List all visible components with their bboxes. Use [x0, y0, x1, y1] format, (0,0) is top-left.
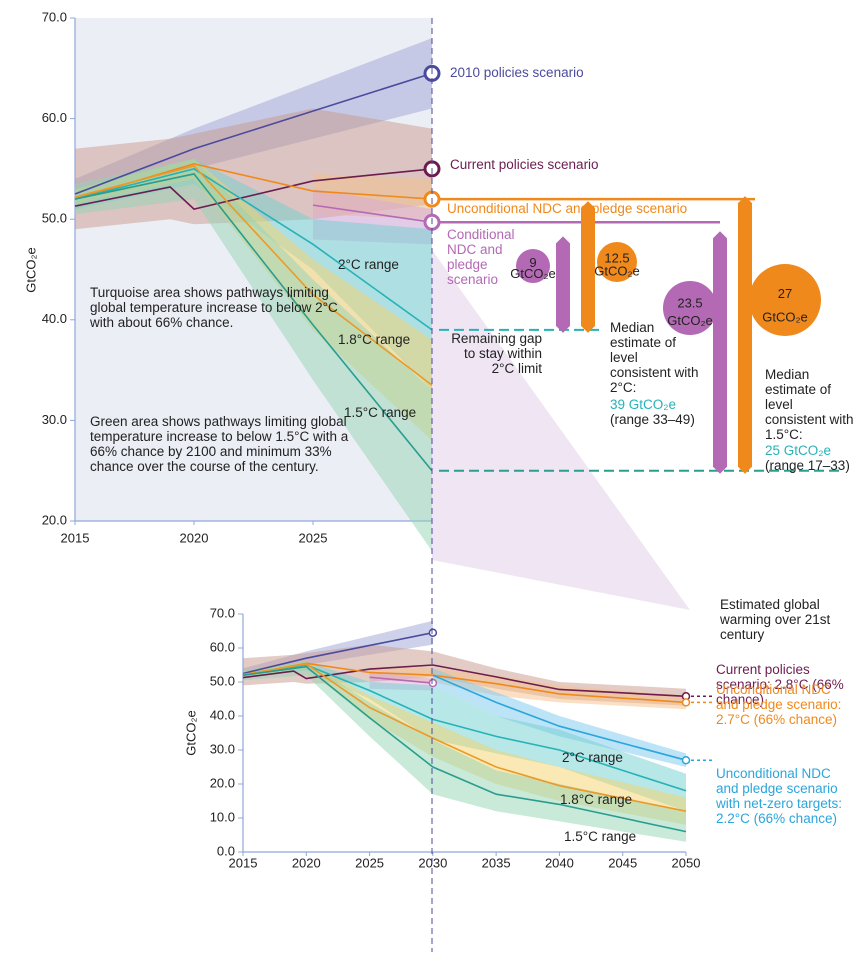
gap-unit: GtCO₂e	[762, 309, 808, 324]
series-line	[74, 168, 433, 331]
series-line	[242, 631, 434, 675]
range-label: 2°C range	[562, 750, 623, 765]
gap-value: 9	[529, 255, 536, 270]
y-tick-label: 70.0	[42, 9, 67, 24]
x-tick-label: 2045	[608, 855, 637, 870]
gap-unit: GtCO₂e	[667, 313, 713, 328]
x-tick-label: 2035	[482, 855, 511, 870]
note: Green area shows pathways limiting globa…	[90, 414, 349, 474]
note: (range 33–49)	[610, 412, 695, 427]
note: Median estimate of level consistent with…	[610, 320, 699, 395]
y-tick-label: 20.0	[42, 512, 67, 527]
range-label: 1.8°C range	[338, 332, 411, 347]
scenario-label: Current policies scenario	[450, 157, 599, 172]
x-tick-label: 2050	[672, 855, 701, 870]
note: Median estimate of level consistent with…	[765, 367, 854, 442]
x-tick-label: 2025	[299, 530, 328, 545]
y-tick-label: 10.0	[210, 809, 235, 824]
series-line	[432, 674, 687, 761]
series-line	[242, 664, 687, 698]
gap-bar	[713, 231, 727, 474]
y-axis-label: GtCO₂e	[23, 247, 38, 293]
range-label: 1.5°C range	[344, 405, 417, 420]
y-tick-label: 0.0	[217, 843, 235, 858]
end-marker	[428, 628, 438, 637]
y-tick-label: 40.0	[210, 707, 235, 722]
end-marker	[428, 678, 438, 688]
note: Remaining gap to stay within 2°C limit	[451, 331, 542, 376]
scenario-label: Current policies scenario: 2.8°C (66% ch…	[716, 662, 844, 707]
series-line	[242, 665, 687, 833]
series-line	[369, 676, 433, 684]
y-axis-label: GtCO₂e	[183, 710, 198, 756]
scenario-label: Conditional NDC and pledge scenario	[447, 227, 515, 287]
range-label: 1.8°C range	[560, 792, 633, 807]
series-line	[74, 168, 433, 211]
gap-bar	[581, 201, 595, 333]
gap-value: 12.5	[604, 250, 629, 265]
series-line	[312, 204, 433, 224]
scenario-label: 2010 policies scenario	[450, 65, 584, 80]
end-marker	[681, 755, 691, 765]
note: 39 GtCO₂e	[610, 397, 677, 412]
zoom-funnel	[432, 250, 690, 610]
legend-title: Estimated global warming over 21st centu…	[720, 597, 831, 642]
y-tick-label: 60.0	[210, 639, 235, 654]
y-tick-label: 50.0	[42, 211, 67, 226]
gap-badge	[749, 264, 821, 336]
gap-bar	[738, 196, 752, 474]
gap-badge	[597, 242, 637, 282]
note: (range 17–33)	[765, 458, 850, 473]
x-tick-label: 2015	[61, 530, 90, 545]
series-line	[74, 72, 433, 195]
x-tick-label: 2040	[545, 855, 574, 870]
x-tick-label: 2025	[355, 855, 384, 870]
scenario-label: Unconditional NDC and pledge scenario	[447, 201, 688, 216]
end-marker	[681, 698, 691, 707]
x-tick-label: 2020	[180, 530, 209, 545]
y-tick-label: 30.0	[42, 412, 67, 427]
series-line	[242, 663, 687, 812]
gap-unit: GtCO₂e	[510, 266, 556, 281]
y-tick-label: 30.0	[210, 741, 235, 756]
series-line	[74, 173, 433, 472]
y-tick-label: 70.0	[210, 605, 235, 620]
range-band	[432, 668, 686, 767]
gap-unit: GtCO₂e	[594, 263, 640, 278]
range-label: 2°C range	[338, 257, 399, 272]
y-tick-label: 20.0	[210, 775, 235, 790]
range-label: 1.5°C range	[564, 829, 637, 844]
series-line	[242, 664, 687, 792]
scenario-label: Unconditional NDC and pledge scenario wi…	[716, 766, 843, 826]
series-line	[74, 164, 433, 386]
note: 25 GtCO₂e	[765, 443, 832, 458]
scenario-label: Unconditional NDC and pledge scenario: 2…	[716, 682, 842, 727]
x-tick-label: 2020	[292, 855, 321, 870]
gap-badge	[516, 249, 550, 283]
range-band	[75, 158, 432, 552]
x-tick-label: 2015	[229, 855, 258, 870]
gap-bar	[556, 236, 570, 333]
x-tick-label: 2030	[418, 855, 447, 870]
y-tick-label: 60.0	[42, 110, 67, 125]
y-tick-label: 40.0	[42, 311, 67, 326]
gap-value: 27	[778, 286, 792, 301]
y-tick-label: 50.0	[210, 673, 235, 688]
gap-badge	[663, 281, 717, 335]
note: Turquoise area shows pathways limiting g…	[90, 285, 338, 330]
gap-value: 23.5	[677, 295, 702, 310]
range-band	[243, 661, 686, 842]
